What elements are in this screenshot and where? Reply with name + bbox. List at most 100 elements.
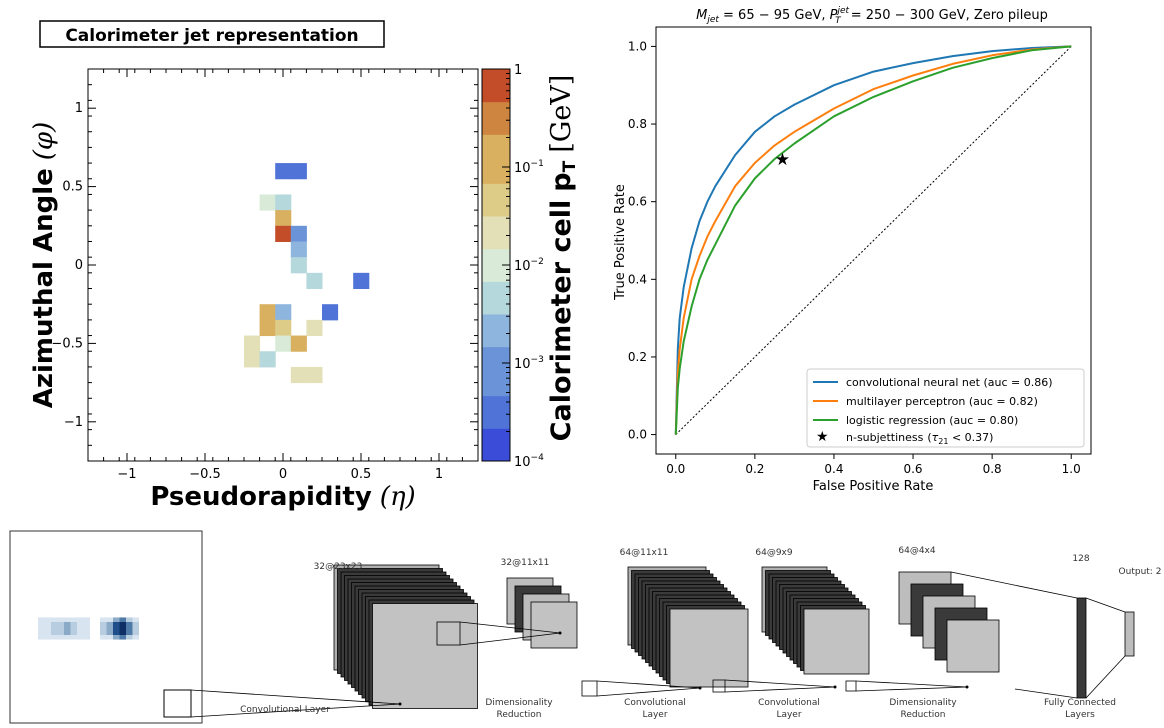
stage5-caption-line2: Reduction [901,710,946,720]
connector-line [459,621,561,634]
roc-y-tick-label: 0.8 [628,117,647,131]
heatmap-cell [290,163,307,180]
stage1-caption: Convolutional Layer [240,705,330,715]
colorbar-label-subscript: T [560,160,580,172]
feature-map [372,603,478,709]
colorbar-band [482,134,510,152]
input-pixel [83,622,90,635]
roc-x-tick-label: 0.0 [666,462,685,476]
roc-legend: convolutional neural net (auc = 0.86) mul… [806,368,1085,448]
connector-box [712,679,726,693]
input-pixel [51,622,58,635]
colorbar-band [482,118,510,135]
heatmap-cell [244,351,261,368]
heatmap-cell [290,257,307,274]
roc-legend-marker-tau-sub: 21 [938,437,948,446]
connector-line [596,687,701,697]
colorbar-band [482,412,510,429]
colorbar-band [482,69,510,86]
input-pixel [100,635,107,640]
input-pixel [77,617,84,622]
heatmap-title: Calorimeter jet representation [65,26,358,46]
roc-x-axis-label: False Positive Rate [813,479,934,494]
heatmap-cell [306,366,323,384]
stage4-caption: Convolutional [758,698,820,708]
input-pixel [132,622,139,635]
heatmap-cell [290,366,307,384]
heatmap-cell [275,304,292,321]
connector-line [596,680,701,689]
input-pixel [113,617,120,622]
connector-box [581,680,598,697]
stage3-dims: 64@11x11 [620,548,669,558]
roc-title-p-range: = 250 − 300 GeV, Zero pileup [847,8,1048,23]
heatmap-cells [244,163,370,384]
input-pixel [44,617,51,622]
roc-legend-marker-tau: τ [932,431,939,444]
input-pixel [57,622,64,635]
feature-map-stacks [333,564,1135,709]
input-pixel [44,635,51,640]
input-pixel [70,635,77,640]
input-pixel [83,617,90,622]
input-pixel [106,622,113,635]
input-pixel [70,617,77,622]
colorbar-band [482,379,510,397]
colorbar-band [482,101,510,119]
roc-title-m-subscript: jet [705,15,719,25]
input-pixel [126,622,133,635]
heatmap-cell [290,335,307,352]
heatmap-cell [244,335,261,352]
heatmap-cell [275,210,292,227]
input-pixel [100,622,107,635]
roc-legend-marker-name: n-subjettiness [846,431,924,444]
input-pixel [64,635,71,640]
input-receptive-field [163,689,192,718]
connector-line [855,680,968,688]
connector-line [724,686,836,693]
roc-legend-marker-icon: ★ [816,429,829,445]
heatmap-cell [275,225,292,242]
heatmap-x-tick-label: −0.5 [189,467,221,482]
stage2-caption-line2: Reduction [497,710,542,720]
input-pixel [132,617,139,622]
output-label: Output: 2 [1119,567,1162,577]
roc-title-m-symbol: M [696,8,707,23]
connector-line [1085,597,1126,613]
heatmap-cell [275,194,292,211]
input-pixel [77,635,84,640]
colorbar-band [482,330,510,348]
input-pixel [126,617,133,622]
roc-series-line [674,45,1072,435]
roc-ticks: 0.0 0.0 0.2 0.2 0.4 0.4 0.6 0.6 0.8 0.8 1.0 1.0 [628,39,1081,476]
heatmap-x-tick-label: 0 [279,467,287,482]
heatmap-cell [306,319,323,337]
heatmap-cell [322,304,339,321]
colorbar-band [482,167,510,184]
roc-legend-box [806,368,1085,448]
roc-x-tick-label: 0.6 [903,462,922,476]
roc-x-tick-label: 0.4 [824,462,843,476]
roc-y-tick-label: 0.6 [628,195,647,209]
colorbar-band [482,281,510,299]
heatmap-cell [259,319,276,337]
roc-y-tick-label: 0.4 [628,272,647,286]
input-pixel [132,635,139,640]
heatmap-y-tick-label: −1 [64,415,83,430]
heatmap-y-tick-label: 1 [75,101,83,116]
colorbar-band [482,265,510,282]
colorbar-band [482,428,510,446]
connector-dot [698,686,702,690]
roc-y-tick-label: 0.2 [628,350,647,364]
colorbar-label: Calorimeter cell pT [GeV] [546,75,580,442]
heatmap-plot-area [87,68,479,462]
feature-map [946,619,1000,673]
input-pixel [38,622,45,635]
input-pixel [51,635,58,640]
feature-map [669,608,749,688]
input-pixel [57,617,64,622]
roc-legend-marker-cut: < 0.37) [948,431,993,444]
roc-legend-marker-label: n-subjettiness (τ21 < 0.37) [846,431,993,446]
roc-y-tick-label: 0.0 [628,428,647,442]
